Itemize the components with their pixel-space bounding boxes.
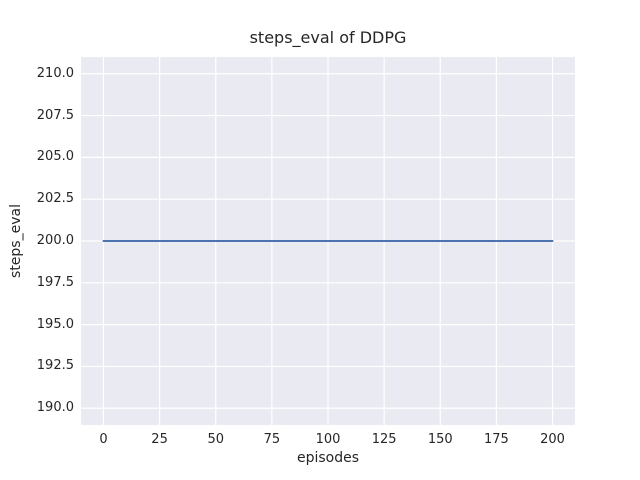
y-tick-label: 197.5 bbox=[36, 274, 74, 290]
x-tick-label: 50 bbox=[207, 432, 224, 447]
x-tick-label: 150 bbox=[427, 432, 453, 447]
y-tick-label: 205.0 bbox=[36, 149, 74, 165]
x-tick-label: 125 bbox=[371, 432, 397, 447]
y-tick-label: 190.0 bbox=[36, 400, 74, 416]
x-tick-label: 25 bbox=[151, 432, 168, 447]
x-axis-label: episodes bbox=[296, 450, 360, 466]
x-tick-label: 75 bbox=[263, 432, 281, 447]
y-tick-label: 195.0 bbox=[36, 316, 74, 332]
y-tick-label: 200.0 bbox=[36, 233, 74, 248]
y-tick-label: 192.5 bbox=[36, 358, 74, 374]
x-tick-label: 0 bbox=[99, 432, 108, 447]
x-tick-label: 100 bbox=[315, 432, 341, 447]
x-tick-label: 175 bbox=[483, 432, 509, 447]
y-tick-label: 207.5 bbox=[36, 107, 74, 123]
chart-title: steps_eval of DDPG bbox=[249, 28, 407, 47]
x-tick-label: 200 bbox=[540, 432, 565, 447]
y-tick-label: 202.5 bbox=[36, 191, 74, 207]
y-tick-label: 210.0 bbox=[36, 65, 74, 81]
